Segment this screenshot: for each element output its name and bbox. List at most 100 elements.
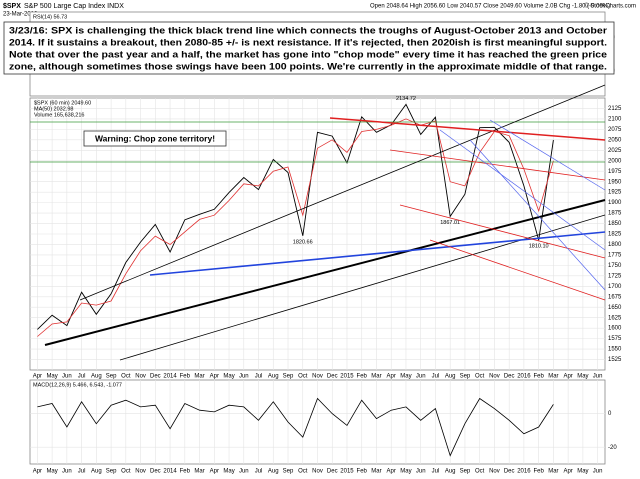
annotation-line: 2014. If it sustains a breakout, then 20… [9, 38, 607, 49]
trend-line [429, 239, 606, 301]
x-tick-label: Sep [106, 469, 117, 475]
x-tick-label: 2014 [163, 374, 177, 380]
x-tick-label: Mar [548, 469, 558, 475]
y-tick-label: 1950 [608, 179, 622, 185]
x-tick-label: Feb [533, 469, 544, 475]
x-tick-label: Apr [210, 469, 219, 475]
y-tick-label: 1875 [608, 211, 622, 217]
x-tick-label: Dec [504, 469, 515, 475]
y-tick-label: 2100 [608, 117, 622, 123]
x-tick-label: Oct [475, 469, 485, 475]
quote: Open 2048.64 High 2056.60 Low 2040.57 Cl… [370, 4, 610, 10]
date: 23-Mar-2016 [3, 12, 38, 18]
x-tick-label: Apr [210, 374, 219, 380]
x-tick-label: Apr [33, 374, 42, 380]
x-tick-label: Nov [489, 469, 500, 475]
x-tick-label: Oct [121, 374, 131, 380]
x-tick-label: May [400, 469, 411, 475]
x-tick-label: Oct [475, 374, 485, 380]
x-tick-label: Feb [180, 374, 191, 380]
x-tick-label: Apr [563, 374, 572, 380]
x-tick-label: Dec [150, 374, 161, 380]
x-tick-label: Oct [298, 374, 308, 380]
x-tick-label: Aug [91, 374, 102, 380]
x-tick-label: Nov [312, 374, 323, 380]
trend-line [469, 139, 606, 291]
x-tick-label: Apr [387, 374, 396, 380]
value-label: 2134.72 [396, 96, 416, 102]
x-tick-label: Dec [150, 469, 161, 475]
x-tick-label: Oct [121, 469, 131, 475]
y-tick-label: 1675 [608, 294, 622, 300]
panel-title: RSI(14) 56.73 [33, 14, 67, 20]
legend-entry: MA(50) 2032.98 [34, 106, 73, 112]
x-tick-label: 2015 [340, 374, 354, 380]
value-label: 1867.01 [440, 220, 460, 226]
y-tick-label: 1775 [608, 253, 622, 259]
x-tick-label: 2016 [517, 469, 531, 475]
y-tick-label: 1900 [608, 200, 622, 206]
x-tick-label: Nov [135, 469, 146, 475]
x-tick-label: Aug [445, 374, 456, 380]
x-tick-label: Mar [194, 374, 204, 380]
x-tick-label: Apr [563, 469, 572, 475]
trend-line [329, 117, 606, 141]
x-tick-label: May [46, 374, 57, 380]
warning-box [83, 130, 227, 147]
x-tick-label: May [223, 374, 234, 380]
trend-line [389, 149, 606, 181]
y-tick-label: 1975 [608, 169, 622, 175]
x-tick-label: Jun [416, 374, 426, 380]
y-tick-label: 1750 [608, 263, 622, 269]
x-tick-label: May [223, 469, 234, 475]
warning-text: Warning: Chop zone territory! [95, 133, 215, 143]
x-tick-label: Mar [548, 374, 558, 380]
x-tick-label: Aug [445, 469, 456, 475]
symbol: $SPX [3, 3, 21, 10]
y-tick-label: 1625 [608, 315, 622, 321]
y-tick-label: 1925 [608, 190, 622, 196]
x-tick-label: Sep [106, 374, 117, 380]
y-tick-label: 1550 [608, 347, 622, 353]
y-tick-label: 2025 [608, 148, 622, 154]
x-tick-label: 2015 [340, 469, 354, 475]
x-tick-label: Nov [312, 469, 323, 475]
x-tick-label: Jun [239, 469, 249, 475]
y-tick-label: 1600 [608, 326, 622, 332]
x-tick-label: Oct [298, 469, 308, 475]
series-line [37, 118, 554, 337]
x-tick-label: Sep [283, 469, 294, 475]
x-tick-label: Apr [33, 469, 42, 475]
annotation-line: Note that over the past year and a half,… [9, 50, 607, 61]
x-tick-label: Apr [387, 469, 396, 475]
value-label: 1810.10 [529, 244, 549, 250]
x-tick-label: Aug [268, 374, 279, 380]
x-tick-label: Jul [432, 469, 440, 475]
y-tick-label: 0 [608, 411, 612, 417]
x-tick-label: May [577, 469, 588, 475]
x-tick-label: Feb [180, 469, 191, 475]
x-tick-label: Sep [460, 374, 471, 380]
x-tick-label: Jul [432, 374, 440, 380]
y-tick-label: 1650 [608, 305, 622, 311]
x-tick-label: Dec [504, 374, 515, 380]
y-tick-label: 1800 [608, 242, 622, 248]
legend-entry: Volume 165,638,216 [34, 112, 84, 118]
x-tick-label: Jun [416, 469, 426, 475]
x-tick-label: Mar [371, 374, 381, 380]
x-tick-label: Aug [268, 469, 279, 475]
annotation-line: zone, although sometimes those swings ha… [9, 62, 607, 73]
x-tick-label: Feb [533, 374, 544, 380]
value-label: 1820.66 [293, 239, 313, 245]
credit: © StockCharts.com [584, 3, 636, 10]
x-tick-label: Sep [283, 374, 294, 380]
x-tick-label: Feb [357, 374, 368, 380]
y-tick-label: 1725 [608, 273, 622, 279]
x-tick-label: May [577, 374, 588, 380]
x-tick-label: Mar [194, 469, 204, 475]
symbol-name: S&P 500 Large Cap Index INDX [24, 3, 124, 10]
y-tick-label: 2075 [608, 127, 622, 133]
x-tick-label: 2014 [163, 469, 177, 475]
y-tick-label: -20 [608, 445, 617, 451]
